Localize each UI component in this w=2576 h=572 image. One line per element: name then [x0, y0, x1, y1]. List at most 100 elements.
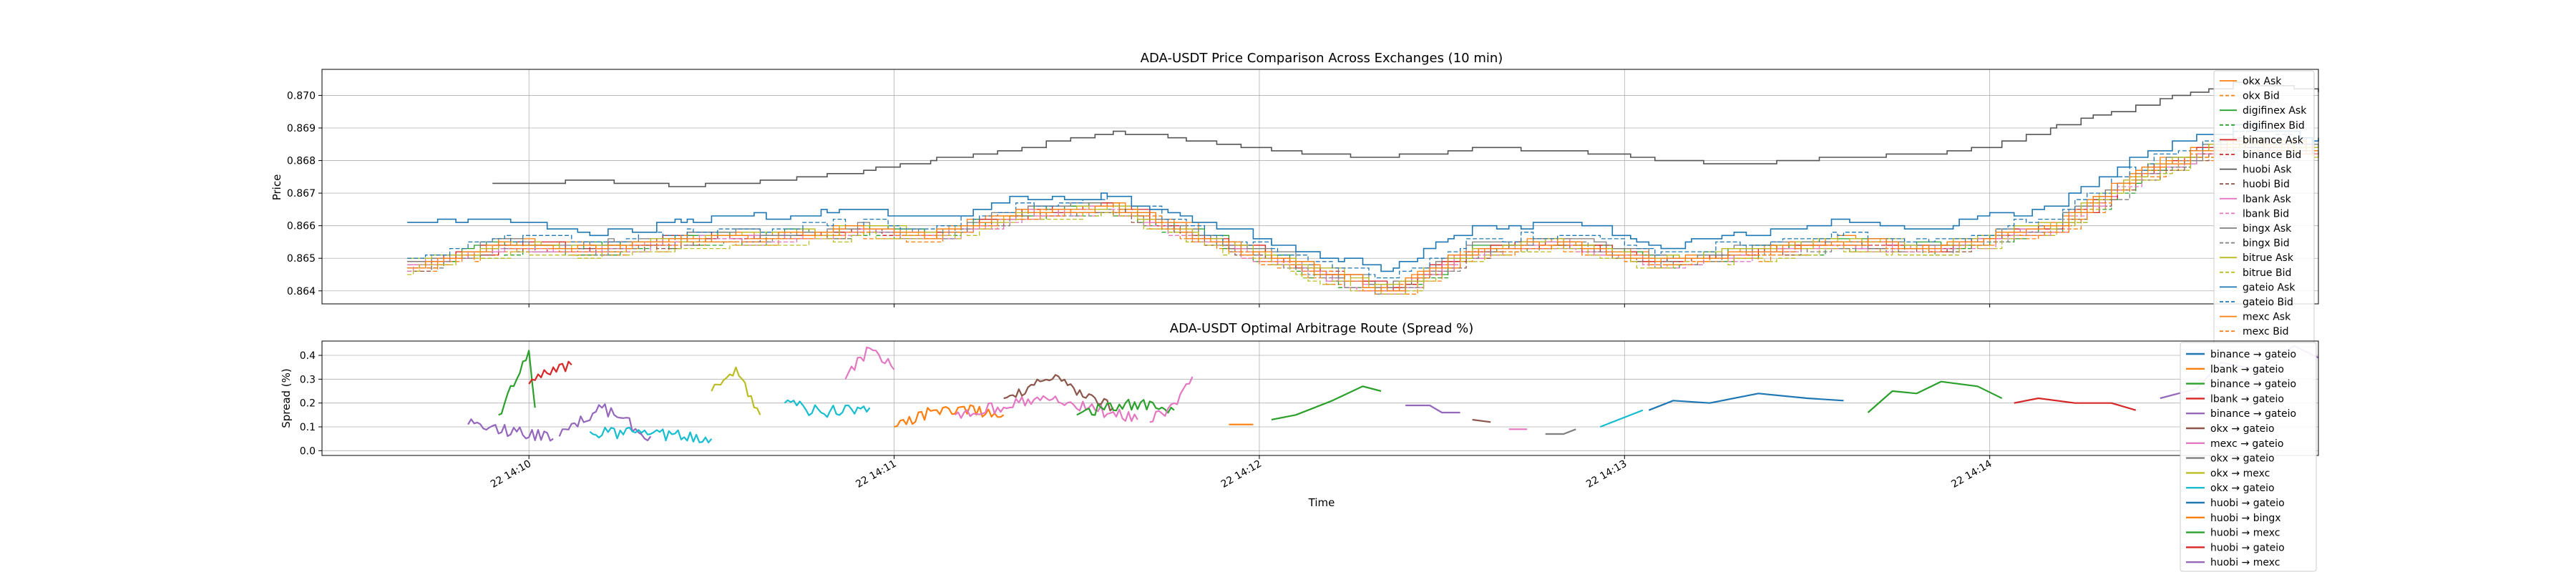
spread-route-segment	[1076, 398, 1175, 416]
spread-y-tick-label: 0.0	[300, 445, 316, 457]
price-chart-grid	[322, 69, 2318, 304]
price-legend-label: huobi Ask	[2243, 164, 2292, 176]
spread-y-tick-label: 0.4	[300, 350, 316, 362]
price-legend-label: lbank Ask	[2243, 194, 2292, 205]
spread-chart-x-ticks: 22 14:10 22 14:11 22 14:12 22 14:13 22 14:14	[489, 455, 1994, 490]
spread-legend-label: okx → gateio	[2210, 483, 2275, 494]
spread-route-segment	[2014, 397, 2137, 411]
spread-route-segment	[1867, 380, 2003, 413]
price-legend-label: okx Bid	[2243, 91, 2280, 102]
spread-chart-y-ticks: 0.0 0.1 0.2 0.3 0.4	[300, 350, 322, 457]
spread-route-segment	[1405, 404, 1460, 414]
spread-legend-label: huobi → gateio	[2210, 542, 2285, 553]
price-series-bitrue-bid	[407, 147, 2318, 295]
spread-legend-label: okx → gateio	[2210, 453, 2275, 465]
spread-route-segment	[954, 395, 1138, 423]
price-chart-y-ticks: 0.864 0.865 0.866 0.867 0.868 0.869 0.870	[287, 90, 1991, 307]
spread-chart-xlabel: Time	[1308, 496, 1335, 509]
spread-route-segment	[558, 403, 652, 442]
spread-chart: ADA-USDT Optimal Arbitrage Route (Spread…	[280, 321, 2319, 572]
spread-y-tick-label: 0.3	[300, 374, 316, 385]
spread-route-segment	[467, 418, 554, 442]
spread-route-segment	[1003, 374, 1114, 412]
spread-legend-label: binance → gateio	[2210, 349, 2296, 360]
spread-route-segment	[1599, 409, 1644, 428]
price-y-tick-label: 0.864	[287, 286, 316, 297]
spread-x-tick-label: 22 14:11	[854, 458, 898, 490]
spread-route-segment	[1149, 376, 1194, 423]
spread-x-tick-label: 22 14:14	[1949, 458, 1994, 490]
price-series-digifinex-bid	[407, 150, 2318, 292]
price-legend-label: bingx Bid	[2243, 238, 2290, 250]
price-legend-label: bitrue Ask	[2243, 252, 2294, 264]
spread-legend-label: huobi → mexc	[2210, 557, 2280, 568]
price-series-gateio-bid	[407, 130, 2318, 279]
spread-legend-label: huobi → mexc	[2210, 528, 2280, 539]
spread-chart-series	[467, 345, 2319, 443]
price-legend-label: digifinex Ask	[2243, 105, 2307, 117]
spread-y-tick-label: 0.2	[300, 398, 316, 410]
spread-chart-grid	[322, 341, 2318, 455]
spread-legend-label: okx → mexc	[2210, 468, 2270, 479]
price-series-huobi-ask	[492, 82, 2319, 187]
spread-legend-label: binance → gateio	[2210, 379, 2296, 390]
spread-legend-box	[2180, 342, 2317, 572]
price-legend-label: bitrue Bid	[2243, 267, 2291, 279]
spread-route-segment	[1545, 428, 1576, 435]
price-chart-legend: okx Ask okx Bid digifinex Ask digifinex Bid…	[2213, 70, 2315, 347]
price-legend-label: lbank Bid	[2243, 208, 2289, 220]
price-legend-label: bingx Ask	[2243, 223, 2292, 235]
spread-route-segment	[784, 399, 871, 418]
spread-x-tick-label: 22 14:10	[489, 458, 533, 490]
spread-chart-title: ADA-USDT Optimal Arbitrage Route (Spread…	[1170, 321, 1473, 336]
price-legend-label: binance Bid	[2243, 149, 2301, 161]
spread-chart-ylabel: Spread (%)	[280, 368, 293, 428]
price-chart: ADA-USDT Price Comparison Across Exchang…	[270, 51, 2319, 347]
spread-route-segment	[589, 426, 713, 443]
spread-route-segment	[1472, 418, 1491, 423]
price-chart-ylabel: Price	[270, 174, 283, 201]
price-series-lbank-bid	[407, 144, 2319, 295]
price-legend-label: binance Ask	[2243, 134, 2304, 146]
price-y-tick-label: 0.870	[287, 90, 316, 102]
price-series-mexc-bid	[407, 140, 2319, 292]
spread-route-segment	[844, 346, 895, 380]
spread-legend-label: huobi → gateio	[2210, 498, 2285, 509]
spread-route-segment	[498, 350, 536, 416]
spread-legend-label: binance → gateio	[2210, 408, 2296, 420]
price-legend-label: digifinex Bid	[2243, 120, 2305, 132]
price-y-tick-label: 0.865	[287, 253, 316, 265]
price-series-bitrue-ask	[407, 140, 2318, 288]
price-y-tick-label: 0.867	[287, 188, 316, 199]
price-legend-label: mexc Ask	[2243, 312, 2291, 323]
price-legend-label: mexc Bid	[2243, 326, 2289, 337]
spread-chart-legend: binance → gateio lbank → gateio binance → …	[2180, 342, 2317, 572]
spread-legend-label: okx → gateio	[2210, 423, 2275, 435]
spread-route-segment	[1271, 385, 1382, 421]
spread-legend-label: huobi → bingx	[2210, 513, 2281, 524]
spread-x-tick-label: 22 14:13	[1584, 458, 1629, 490]
spread-chart-frame	[321, 340, 2319, 456]
spread-y-tick-label: 0.1	[300, 422, 316, 433]
price-series-gateio-ask	[407, 124, 2319, 272]
spread-route-segment	[1648, 393, 1844, 411]
spread-legend-label: mexc → gateio	[2210, 438, 2283, 450]
price-series-bingx-bid	[407, 147, 2319, 295]
spread-route-segment	[894, 404, 1005, 428]
price-legend-label: okx Ask	[2243, 76, 2282, 87]
spread-legend-label: lbank → gateio	[2210, 393, 2284, 405]
spread-x-tick-label: 22 14:12	[1219, 458, 1264, 490]
price-chart-series	[407, 82, 2319, 295]
spread-route-segment	[711, 366, 761, 415]
price-y-tick-label: 0.869	[287, 123, 316, 134]
price-legend-label: gateio Ask	[2243, 282, 2296, 293]
price-y-tick-label: 0.868	[287, 156, 316, 167]
price-series-lbank-ask	[407, 144, 2318, 292]
price-chart-frame	[321, 69, 2319, 305]
price-legend-label: gateio Bid	[2243, 297, 2293, 308]
price-chart-title: ADA-USDT Price Comparison Across Exchang…	[1141, 51, 1503, 66]
spread-legend-label: lbank → gateio	[2210, 364, 2284, 375]
price-y-tick-label: 0.866	[287, 221, 316, 232]
price-series-okx-bid	[407, 147, 2319, 295]
